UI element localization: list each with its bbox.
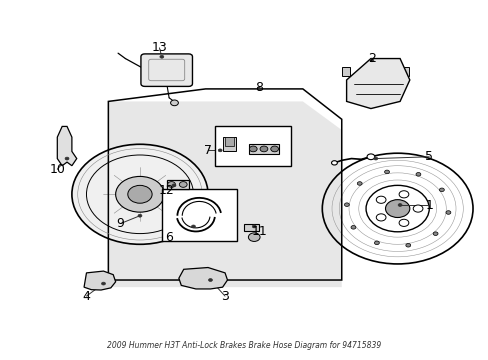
Text: 11: 11 (251, 225, 266, 238)
Circle shape (398, 191, 408, 198)
Circle shape (350, 226, 355, 229)
Circle shape (191, 225, 195, 228)
Circle shape (172, 184, 176, 187)
Circle shape (208, 279, 212, 282)
Polygon shape (346, 59, 409, 109)
Circle shape (415, 172, 420, 176)
Circle shape (249, 146, 257, 152)
Circle shape (405, 243, 410, 247)
Bar (166, 180, 188, 189)
Bar (215, 126, 290, 166)
Circle shape (385, 200, 409, 217)
Circle shape (72, 144, 207, 244)
Circle shape (375, 214, 385, 221)
Bar (244, 224, 259, 231)
Circle shape (167, 181, 175, 187)
Text: 13: 13 (151, 41, 167, 54)
Text: 9: 9 (116, 217, 124, 230)
Text: 6: 6 (165, 231, 173, 244)
Circle shape (398, 219, 408, 226)
Polygon shape (179, 267, 227, 289)
Circle shape (65, 157, 69, 160)
Circle shape (373, 157, 377, 160)
Circle shape (270, 146, 278, 152)
Circle shape (260, 146, 267, 152)
Text: 5: 5 (425, 150, 432, 163)
Circle shape (248, 233, 260, 242)
Polygon shape (57, 126, 77, 166)
Bar (222, 137, 236, 152)
Circle shape (375, 196, 385, 203)
Circle shape (160, 55, 163, 58)
Circle shape (357, 182, 362, 185)
Circle shape (116, 176, 164, 212)
Circle shape (369, 59, 373, 62)
Text: 7: 7 (203, 144, 212, 157)
Circle shape (102, 282, 105, 285)
Bar (162, 189, 237, 241)
Text: 4: 4 (82, 289, 90, 303)
Bar (341, 67, 350, 76)
Text: 12: 12 (159, 184, 174, 197)
Circle shape (432, 232, 437, 235)
Text: 1: 1 (425, 198, 432, 212)
FancyBboxPatch shape (141, 54, 192, 86)
Circle shape (445, 211, 450, 214)
Circle shape (257, 87, 261, 90)
Circle shape (218, 149, 222, 152)
Circle shape (252, 225, 256, 228)
Text: 2: 2 (367, 52, 375, 65)
Bar (224, 137, 234, 146)
Bar (399, 67, 408, 76)
Circle shape (412, 205, 422, 212)
Polygon shape (108, 102, 341, 287)
Text: 2009 Hummer H3T Anti-Lock Brakes Brake Hose Diagram for 94715839: 2009 Hummer H3T Anti-Lock Brakes Brake H… (107, 341, 381, 350)
Text: 3: 3 (221, 289, 228, 303)
Circle shape (127, 185, 152, 203)
Bar (249, 144, 278, 154)
Polygon shape (84, 271, 116, 290)
Circle shape (439, 188, 444, 192)
Circle shape (384, 170, 388, 174)
Circle shape (366, 154, 374, 159)
Text: 10: 10 (49, 163, 65, 176)
Circle shape (179, 181, 187, 187)
Circle shape (397, 203, 401, 206)
Text: 8: 8 (255, 81, 263, 94)
Circle shape (331, 161, 337, 165)
Circle shape (170, 100, 178, 106)
Circle shape (374, 241, 379, 245)
Circle shape (344, 203, 348, 206)
Circle shape (138, 214, 142, 217)
